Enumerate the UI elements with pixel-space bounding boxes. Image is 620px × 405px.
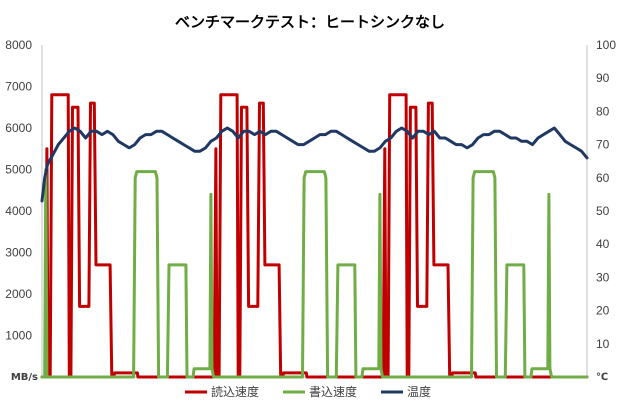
y-right-tick-label: 70 <box>596 138 610 152</box>
legend-label-3: 温度 <box>407 384 431 399</box>
y-right-tick-label: 30 <box>596 270 610 284</box>
series-layer <box>40 93 589 379</box>
chart-title: ベンチマークテスト：ヒートシンクなし <box>175 13 445 31</box>
y-left-tick-label: 8000 <box>5 38 32 52</box>
y-right-unit: ℃ <box>596 372 608 383</box>
y-left-tick-label: 6000 <box>5 121 32 135</box>
series-line-1 <box>40 93 589 379</box>
y-right-tick-label: 100 <box>596 38 616 52</box>
y-left-unit: MB/s <box>11 372 38 383</box>
y-left-tick-label: 7000 <box>5 80 32 94</box>
series-line-2 <box>40 168 589 379</box>
series-line-3 <box>40 126 589 203</box>
y-right-tick-label: 40 <box>596 237 610 251</box>
y-left-axis: 1000 2000 3000 4000 5000 6000 7000 8000 <box>5 38 32 343</box>
y-left-tick-label: 3000 <box>5 246 32 260</box>
y-right-tick-label: 90 <box>596 71 610 85</box>
y-right-tick-label: 20 <box>596 304 610 318</box>
legend-label-1: 読込速度 <box>211 384 259 399</box>
y-right-tick-label: 80 <box>596 104 610 118</box>
y-left-tick-label: 4000 <box>5 204 32 218</box>
y-right-tick-label: 60 <box>596 171 610 185</box>
y-right-tick-label: 50 <box>596 204 610 218</box>
y-left-tick-label: 2000 <box>5 287 32 301</box>
y-left-tick-label: 1000 <box>5 329 32 343</box>
y-right-tick-label: 10 <box>596 337 610 351</box>
legend-label-2: 書込速度 <box>309 384 357 399</box>
legend: 読込速度 書込速度 温度 <box>185 384 431 399</box>
y-right-axis: 10 20 30 40 50 60 70 80 90 100 <box>596 38 616 351</box>
y-left-tick-label: 5000 <box>5 163 32 177</box>
